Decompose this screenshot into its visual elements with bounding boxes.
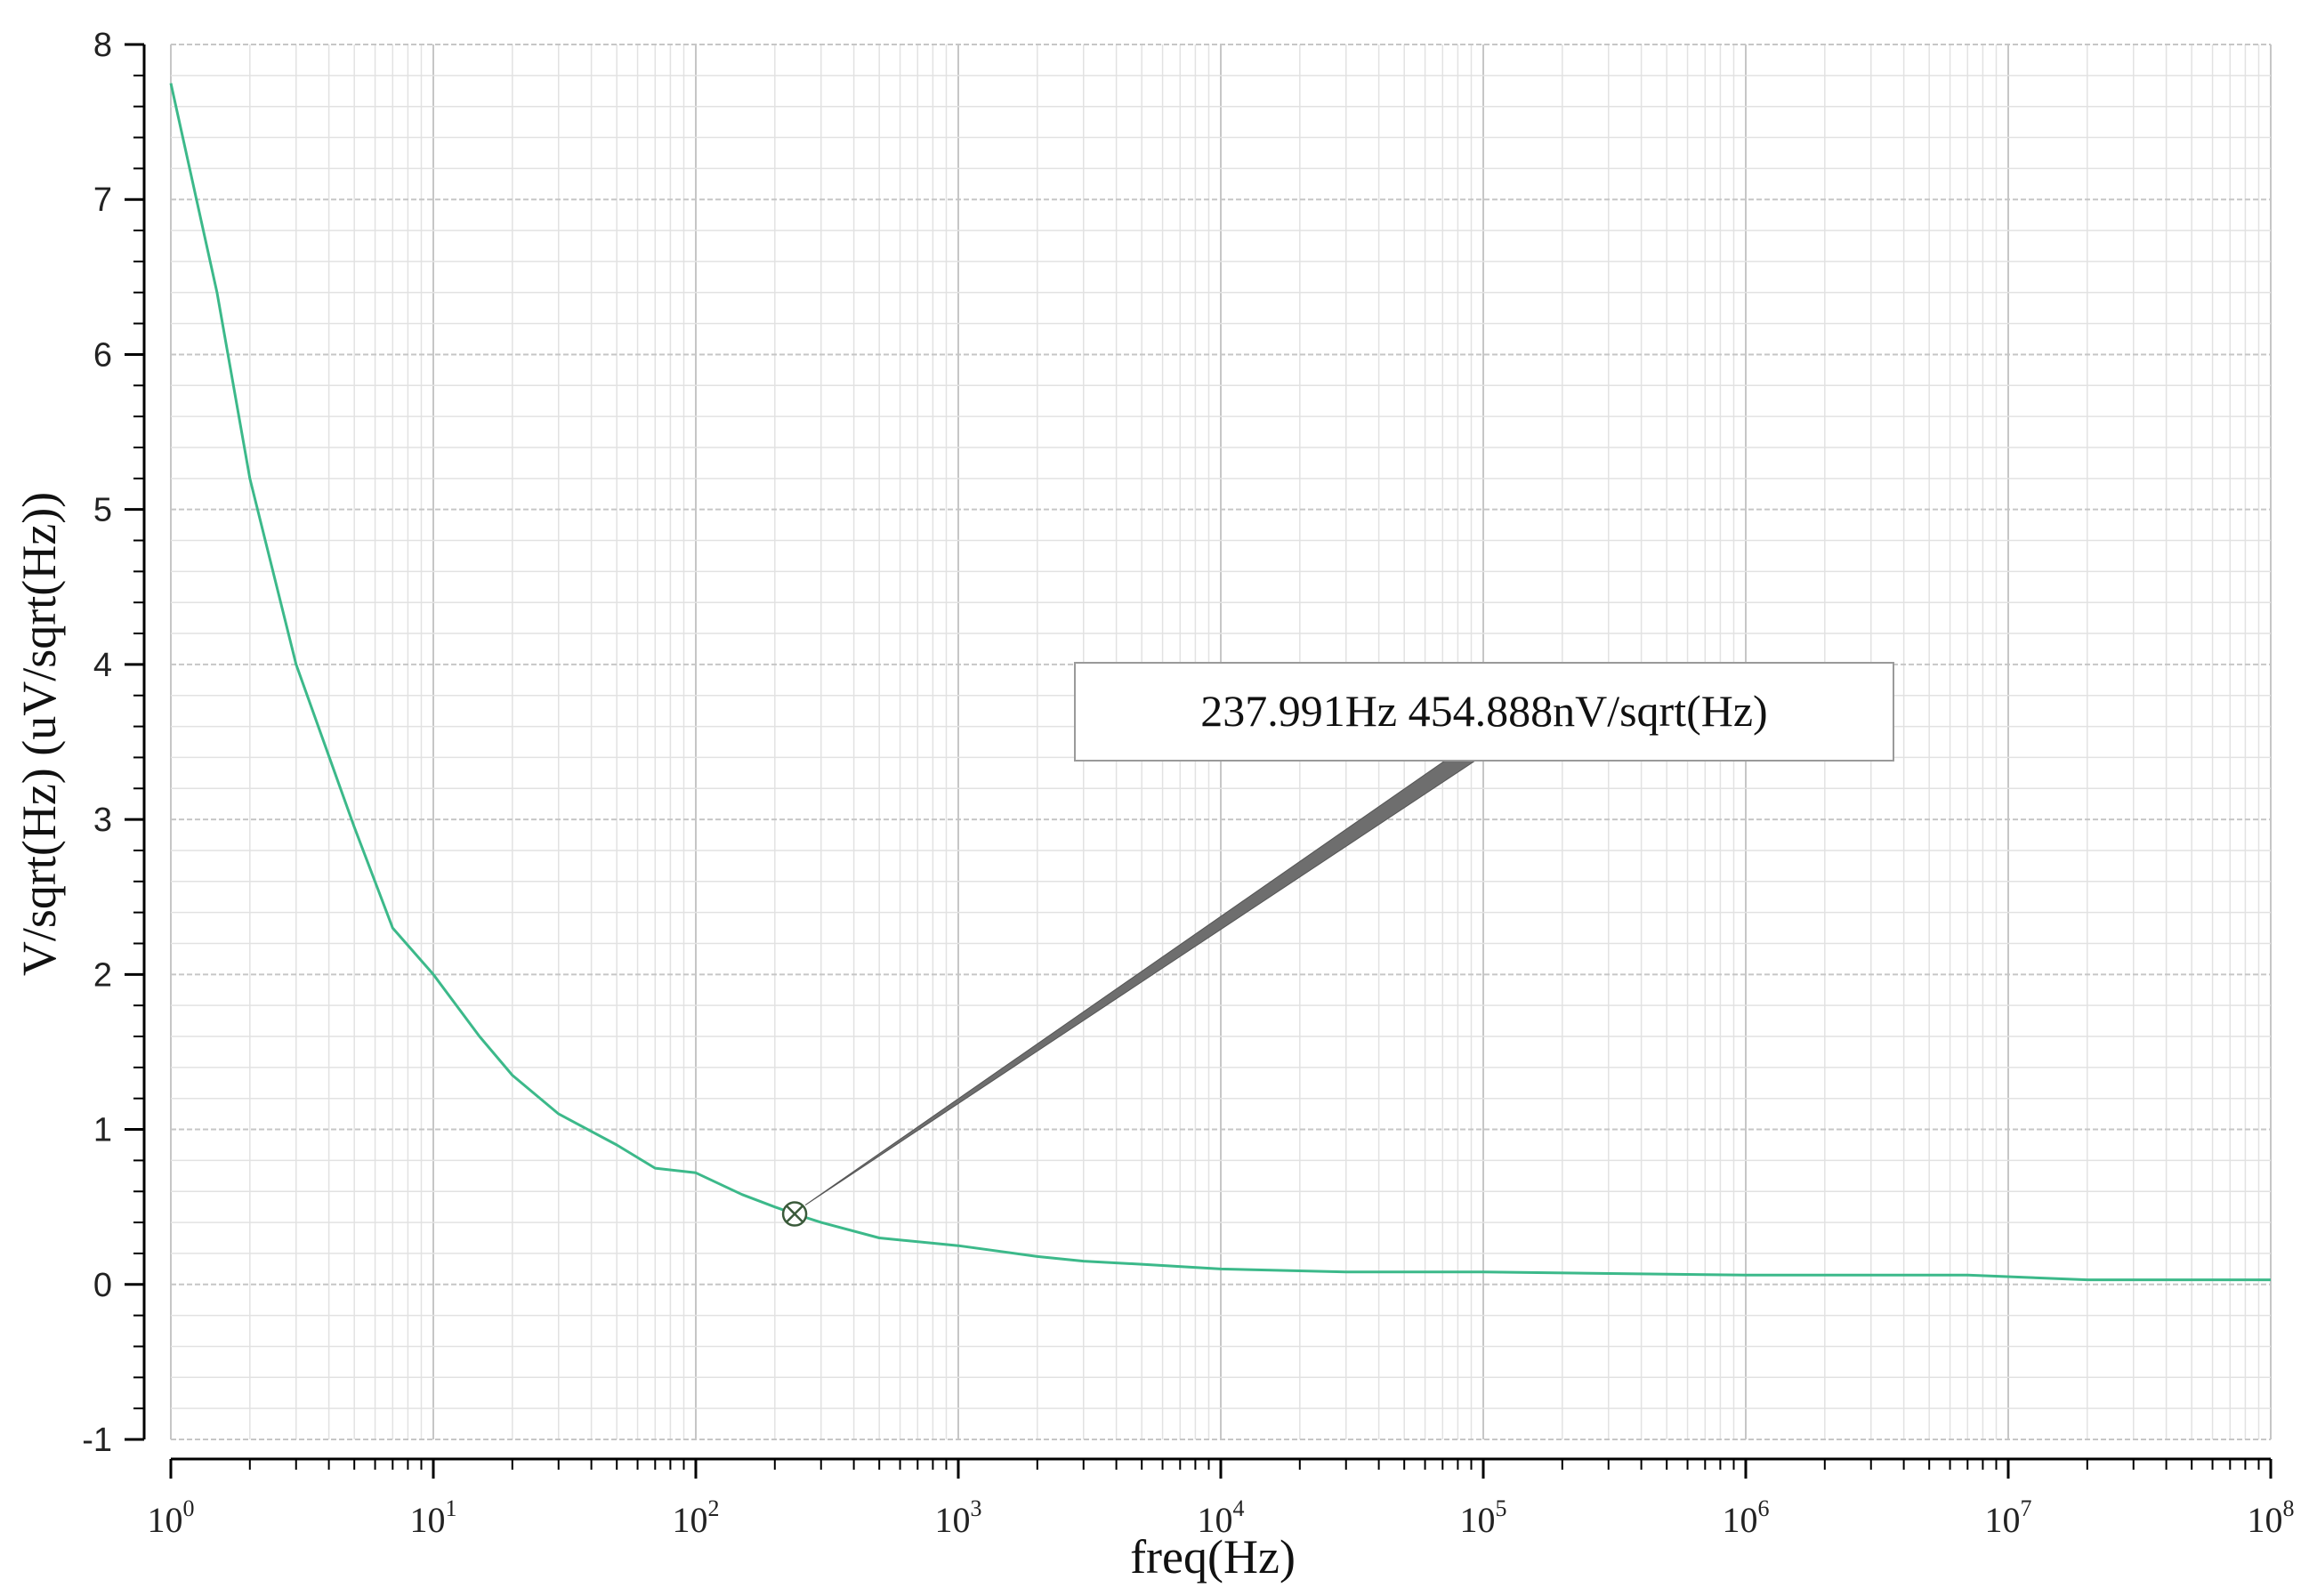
x-tick-label: 106 — [1723, 1495, 1770, 1540]
series-layer — [169, 83, 2271, 1282]
axes: 8 7 6 5 4 3 2 1 0 -1 100 101 102 103 104 105 106 107 108 — [82, 27, 2294, 1540]
x-tick-label: 107 — [1985, 1495, 2032, 1540]
y-tick-label: 8 — [93, 27, 112, 64]
annotation-box — [1074, 662, 1894, 762]
x-tick-label: 100 — [148, 1495, 195, 1540]
x-tick-label: 101 — [410, 1495, 457, 1540]
y-tick-label: 1 — [93, 1112, 112, 1149]
x-tick-label: 104 — [1198, 1495, 1245, 1540]
y-tick-label: 3 — [93, 802, 112, 839]
y-tick-label: 6 — [93, 336, 112, 374]
annotation-text: 237.991Hz 454.888nV/sqrt(Hz) — [1200, 686, 1767, 736]
y-axis-title: V/sqrt(Hz) (uV/sqrt(Hz)) — [12, 492, 66, 976]
y-tick-label: -1 — [82, 1422, 112, 1459]
series-line — [169, 83, 2271, 1282]
y-tick-label: 7 — [93, 181, 112, 219]
x-tick-label: 105 — [1460, 1495, 1507, 1540]
y-tick-label: 4 — [93, 647, 112, 684]
y-tick-label: 0 — [93, 1267, 112, 1304]
x-tick-label: 103 — [935, 1495, 982, 1540]
y-tick-label: 2 — [93, 956, 112, 994]
x-axis-title: freq(Hz) — [1130, 1530, 1296, 1584]
annotation-layer: 237.991Hz 454.888nV/sqrt(Hz) — [781, 662, 1894, 1227]
x-tick-label: 102 — [673, 1495, 720, 1540]
marker-cross — [786, 1205, 803, 1223]
grid — [170, 44, 2272, 1440]
x-tick-label: 108 — [2248, 1495, 2295, 1540]
y-tick-label: 5 — [93, 492, 112, 529]
